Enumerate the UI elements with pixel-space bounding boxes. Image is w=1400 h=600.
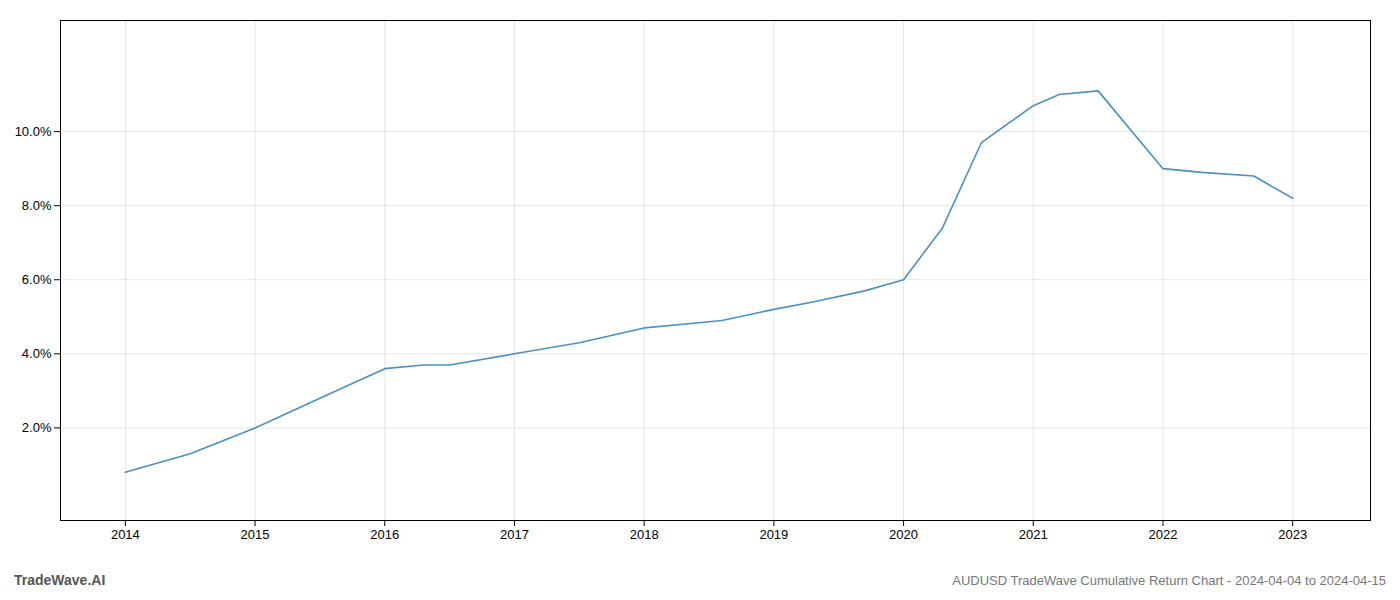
svg-text:4.0%: 4.0% <box>22 346 52 361</box>
html-text:AUDUSD TradeWave Cumulative Re: AUDUSD TradeWave Cumulative Return Chart… <box>952 572 1386 588</box>
svg-text:2020: 2020 <box>889 527 918 542</box>
svg-text:2023: 2023 <box>1278 527 1307 542</box>
svg-text:2022: 2022 <box>1149 527 1178 542</box>
svg-text:10.0%: 10.0% <box>15 124 52 139</box>
svg-text:2014: 2014 <box>111 527 140 542</box>
svg-text:2018: 2018 <box>630 527 659 542</box>
svg-text:2019: 2019 <box>759 527 788 542</box>
svg-text:2.0%: 2.0% <box>22 420 52 435</box>
svg-text:8.0%: 8.0% <box>22 198 52 213</box>
svg-text:2016: 2016 <box>370 527 399 542</box>
html-text:TradeWave.AI: TradeWave.AI <box>14 572 106 588</box>
svg-text:2015: 2015 <box>241 527 270 542</box>
svg-text:2017: 2017 <box>500 527 529 542</box>
svg-text:2021: 2021 <box>1019 527 1048 542</box>
svg-text:6.0%: 6.0% <box>22 272 52 287</box>
